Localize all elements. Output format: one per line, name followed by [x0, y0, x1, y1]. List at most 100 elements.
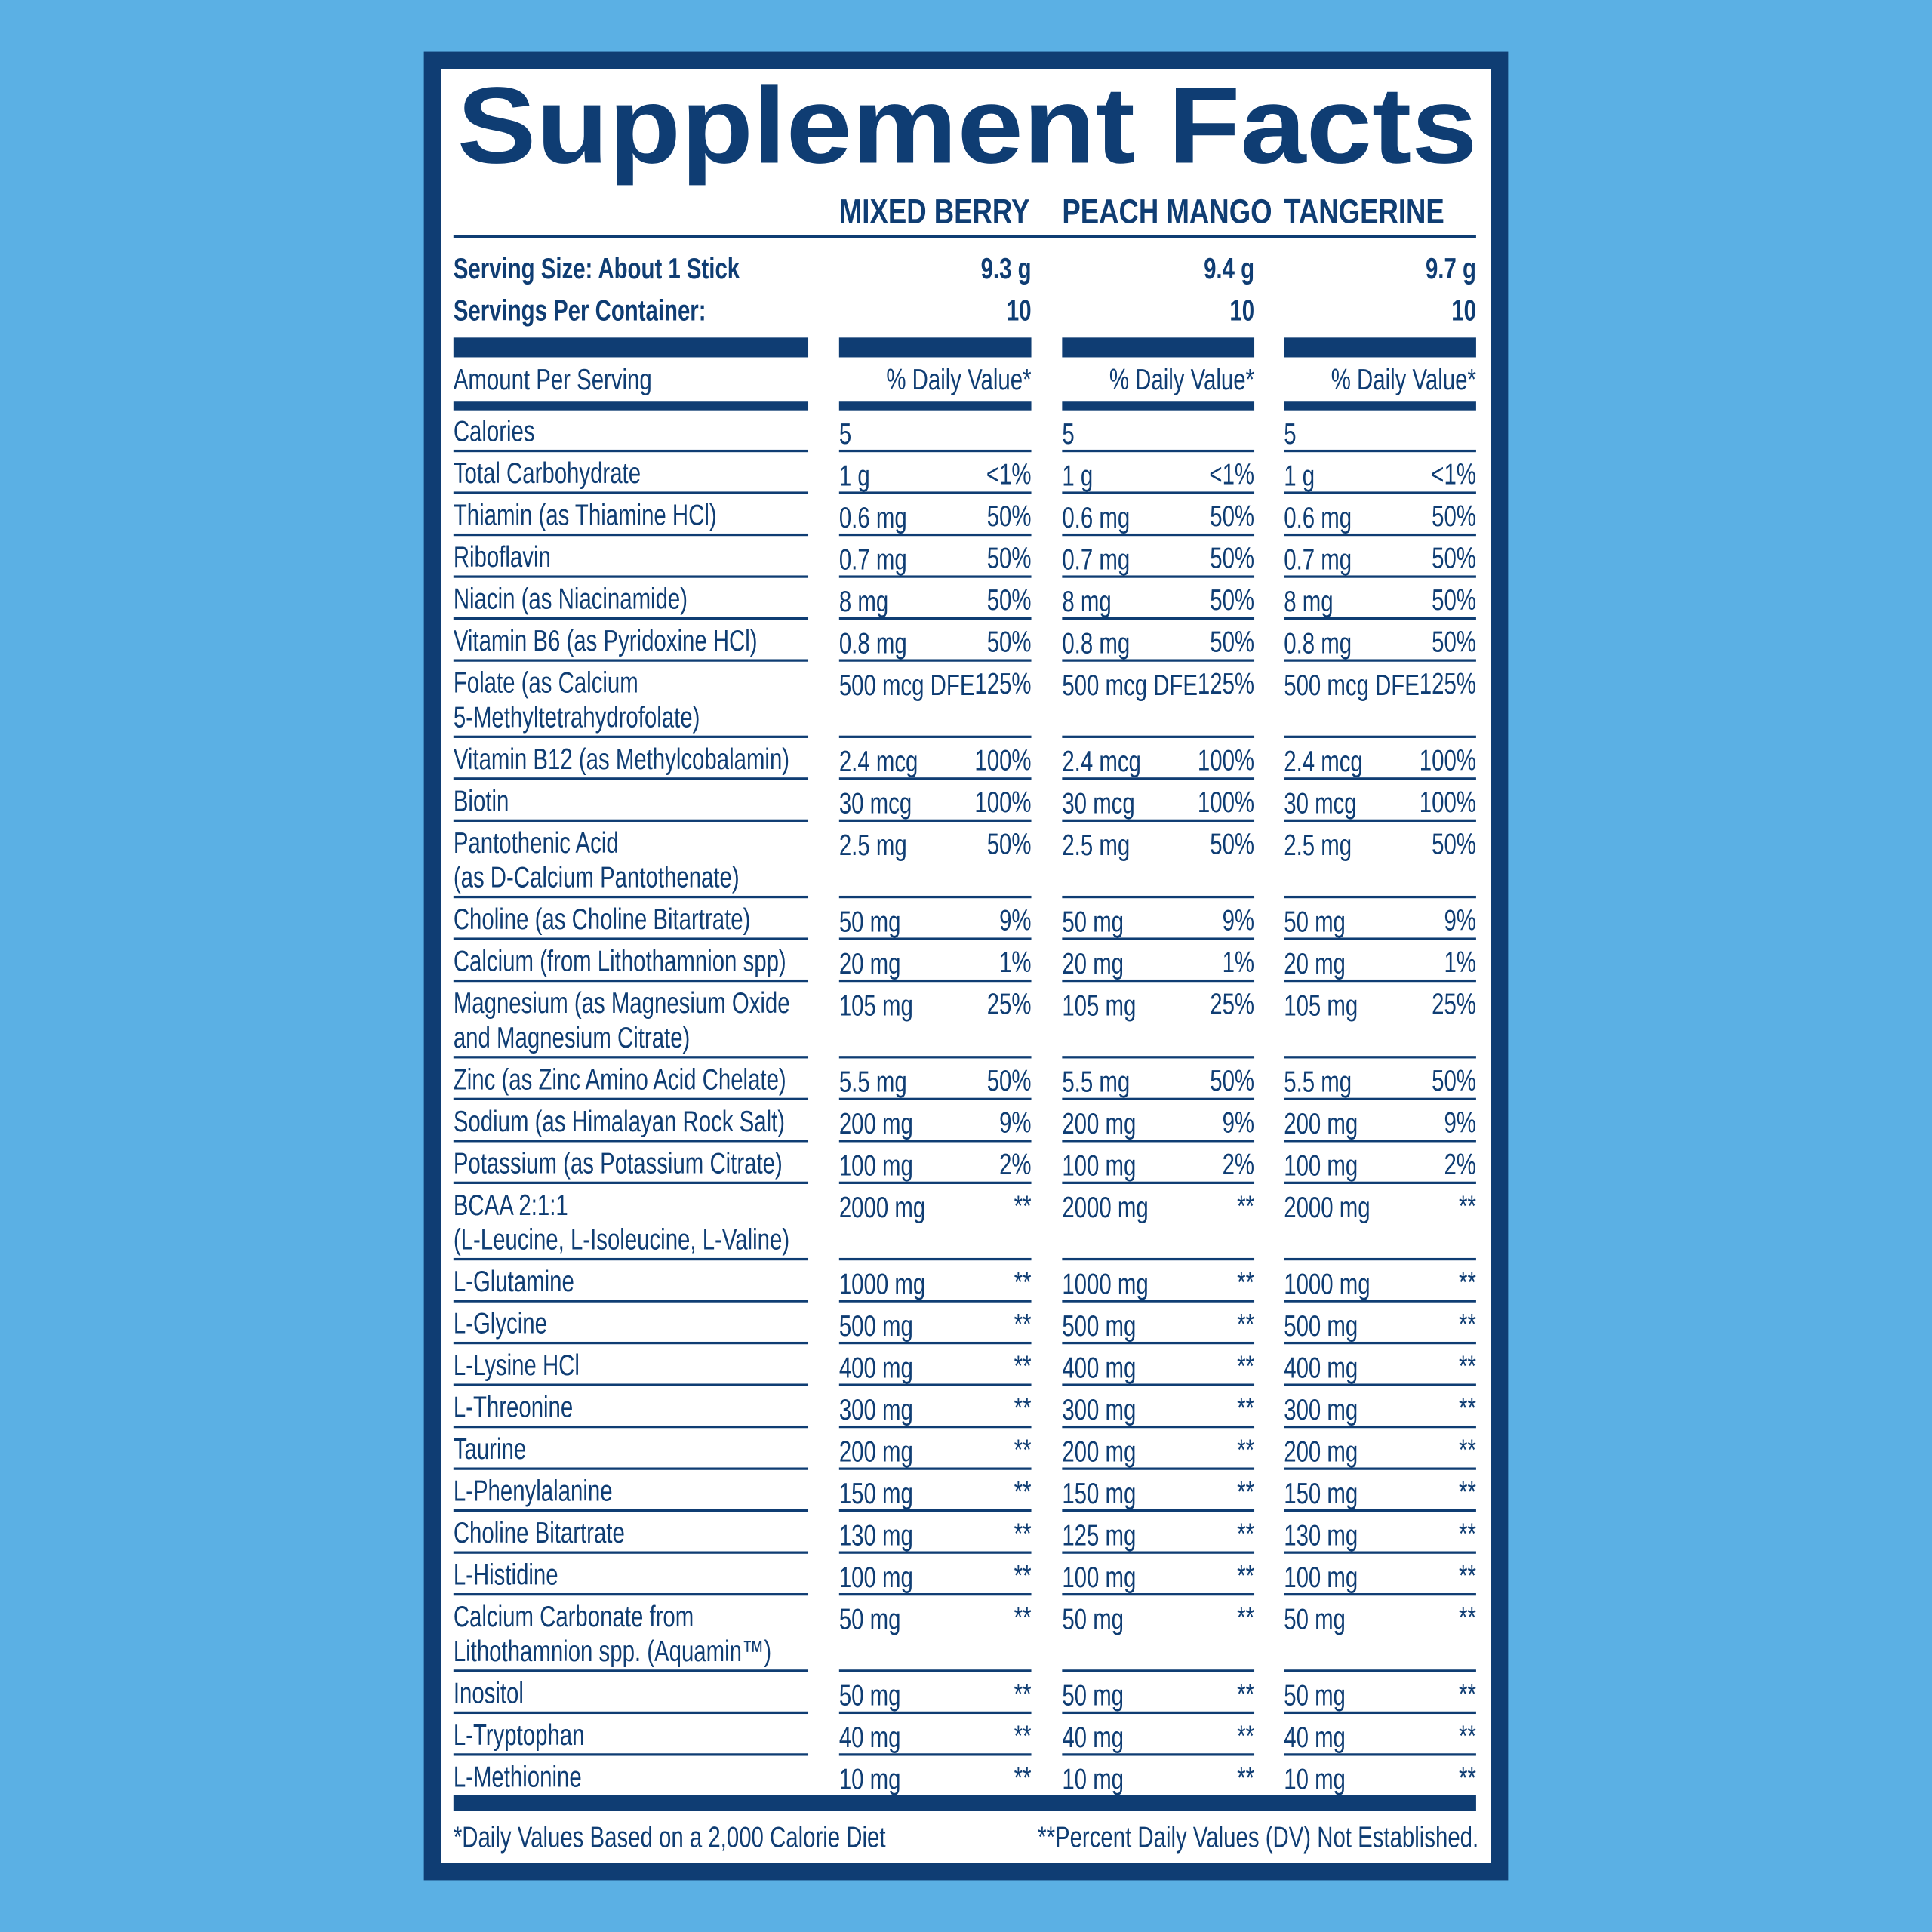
daily-value: 50%: [1432, 828, 1476, 860]
daily-value: **: [1237, 1392, 1254, 1425]
amount: 30 mcg: [1284, 788, 1356, 820]
daily-value: **: [1014, 1351, 1032, 1383]
nutrient-name: Vitamin B12 (as Methylcobalamin): [454, 743, 789, 776]
daily-value: 50%: [1432, 584, 1476, 617]
row-divider: [838, 1467, 1032, 1470]
row-divider: [838, 735, 1032, 738]
daily-value: **: [1237, 1267, 1254, 1300]
row-divider: [453, 1551, 809, 1554]
amount: 2.5 mg: [1284, 829, 1352, 862]
daily-value: **: [1014, 1560, 1032, 1592]
daily-value: 1%: [1223, 946, 1254, 979]
amount: 2000 mg: [1284, 1192, 1370, 1224]
amount: 200 mg: [1062, 1108, 1136, 1140]
row-divider: [453, 1181, 809, 1184]
amount: 300 mg: [1062, 1394, 1136, 1426]
amount: 2.4 mcg: [1284, 746, 1363, 778]
row-divider: [1062, 937, 1255, 940]
nutrient-name: L-Lysine HCl: [454, 1349, 580, 1382]
daily-value: **: [1459, 1721, 1476, 1753]
row-divider: [453, 1593, 809, 1596]
medium-bar: [838, 401, 1032, 411]
amount: 130 mg: [1284, 1519, 1358, 1552]
daily-value: 2%: [999, 1149, 1031, 1181]
row-divider: [453, 617, 809, 620]
row-divider: [453, 937, 809, 940]
row-divider: [838, 449, 1032, 453]
nutrient-name: Calcium Carbonate from: [454, 1601, 694, 1633]
amount: 0.7 mg: [1062, 543, 1130, 576]
nutrient-name: Choline Bitartrate: [454, 1517, 625, 1549]
amount: 30 mcg: [839, 788, 912, 820]
amount: 30 mcg: [1062, 788, 1134, 820]
row-divider: [453, 1383, 809, 1386]
amount: 500 mcg DFE: [1284, 669, 1420, 702]
nutrient-name: Calories: [454, 416, 535, 448]
row-divider: [838, 1711, 1032, 1715]
daily-value: **: [1237, 1351, 1254, 1383]
daily-value: <1%: [1431, 459, 1476, 491]
daily-value: 9%: [1223, 1106, 1254, 1139]
nutrient-name: L-Glycine: [454, 1308, 547, 1340]
row-divider: [1062, 895, 1255, 899]
daily-value: <1%: [1209, 459, 1254, 491]
daily-value: 50%: [1210, 828, 1254, 860]
amount: 50 mg: [1062, 906, 1124, 938]
nutrient-name: and Magnesium Citrate): [454, 1022, 691, 1054]
amount: 8 mg: [1284, 586, 1333, 618]
row-divider: [838, 895, 1032, 899]
nutrient-name: L-Histidine: [454, 1559, 558, 1592]
daily-value: <1%: [986, 459, 1032, 491]
daily-value: **: [1237, 1309, 1254, 1341]
daily-value: 9%: [1223, 905, 1254, 937]
nutrient-name: Zinc (as Zinc Amino Acid Chelate): [454, 1063, 786, 1096]
row-divider: [838, 1593, 1032, 1596]
amount: 300 mg: [1284, 1394, 1358, 1426]
amount: 105 mg: [1284, 989, 1358, 1022]
row-divider: [1284, 533, 1476, 537]
row-divider: [1284, 735, 1476, 738]
row-divider: [838, 1341, 1032, 1345]
medium-bar: [1284, 401, 1476, 411]
row-divider: [453, 1056, 809, 1059]
daily-value: **: [1014, 1476, 1032, 1509]
row-divider: [1062, 1551, 1255, 1554]
row-divider: [838, 819, 1032, 822]
dv-header: % Daily Value*: [886, 364, 1031, 396]
daily-value: 2%: [1444, 1149, 1475, 1181]
row-divider: [1062, 735, 1255, 738]
nutrient-name: Inositol: [454, 1677, 524, 1709]
daily-value: **: [1237, 1560, 1254, 1592]
amount: 5.5 mg: [1284, 1066, 1352, 1099]
row-divider: [453, 1257, 809, 1261]
amount: 200 mg: [1284, 1108, 1358, 1140]
row-divider: [453, 819, 809, 822]
serving-size-label: Serving Size: About 1 Stick: [454, 253, 740, 285]
amount: 1000 mg: [839, 1268, 925, 1300]
row-divider: [838, 1669, 1032, 1672]
amount: 500 mg: [839, 1310, 913, 1343]
daily-value: 50%: [1210, 584, 1254, 617]
amount: 0.6 mg: [839, 502, 907, 534]
row-divider: [838, 1140, 1032, 1143]
daily-value: 100%: [1198, 744, 1254, 777]
amount: 2000 mg: [1062, 1192, 1148, 1224]
row-divider: [838, 575, 1032, 578]
amount: 105 mg: [1062, 989, 1136, 1022]
row-divider: [1062, 1257, 1255, 1261]
daily-value: 125%: [1420, 668, 1476, 700]
row-divider: [838, 1551, 1032, 1554]
row-divider: [1062, 1753, 1255, 1756]
thick-bar: [1284, 337, 1476, 358]
amount: 200 mg: [1062, 1435, 1136, 1468]
amount: 50 mg: [1284, 1603, 1346, 1635]
amount: 1 g: [1284, 460, 1315, 492]
daily-value: **: [1459, 1190, 1476, 1223]
medium-bar: [453, 401, 809, 411]
amount: 1000 mg: [1284, 1268, 1370, 1300]
daily-value: 9%: [1444, 905, 1475, 937]
amount: 100 mg: [1062, 1561, 1136, 1594]
daily-value: 50%: [1432, 500, 1476, 533]
daily-value: 125%: [974, 668, 1031, 700]
thick-bar: [1062, 337, 1255, 358]
